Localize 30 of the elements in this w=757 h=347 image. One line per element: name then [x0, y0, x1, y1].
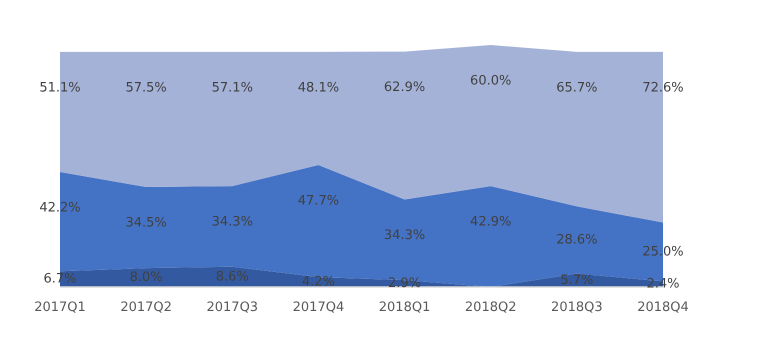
x-tick-label: 2018Q4	[637, 300, 689, 315]
data-label: 34.3%	[384, 228, 426, 244]
data-label: 47.7%	[298, 193, 340, 208]
data-label: 51.1%	[39, 80, 81, 96]
data-label: 2.4%	[646, 276, 680, 292]
data-label: 34.5%	[125, 216, 167, 231]
x-tick-label: 2018Q2	[464, 300, 517, 315]
data-label: 42.2%	[39, 200, 81, 216]
data-label: 62.9%	[384, 80, 426, 96]
x-tick-label: 2017Q4	[292, 300, 344, 315]
data-label: 57.1%	[212, 80, 253, 96]
x-tick-label: 2017Q3	[206, 300, 258, 315]
data-label: 42.9%	[470, 214, 512, 230]
x-tick-label: 2017Q2	[120, 300, 172, 315]
data-label: 8.6%	[216, 269, 249, 284]
x-tick-label: 2018Q1	[378, 300, 430, 315]
x-tick-label: 2018Q3	[551, 300, 603, 315]
data-label: 8.0%	[130, 270, 163, 286]
data-label: 6.7%	[43, 272, 77, 287]
data-label: 5.7%	[560, 272, 594, 288]
data-label: 57.5%	[125, 80, 167, 96]
data-label: 28.6%	[556, 232, 598, 248]
data-label: 48.1%	[298, 80, 340, 96]
data-label: 4.2%	[302, 274, 335, 290]
x-tick-label: 2017Q1	[34, 300, 86, 315]
data-label: 25.0%	[642, 244, 684, 260]
data-label: 60.0%	[470, 74, 512, 88]
data-label: 72.6%	[642, 80, 684, 96]
data-label: 65.7%	[556, 80, 598, 96]
data-label: 34.3%	[212, 214, 253, 230]
